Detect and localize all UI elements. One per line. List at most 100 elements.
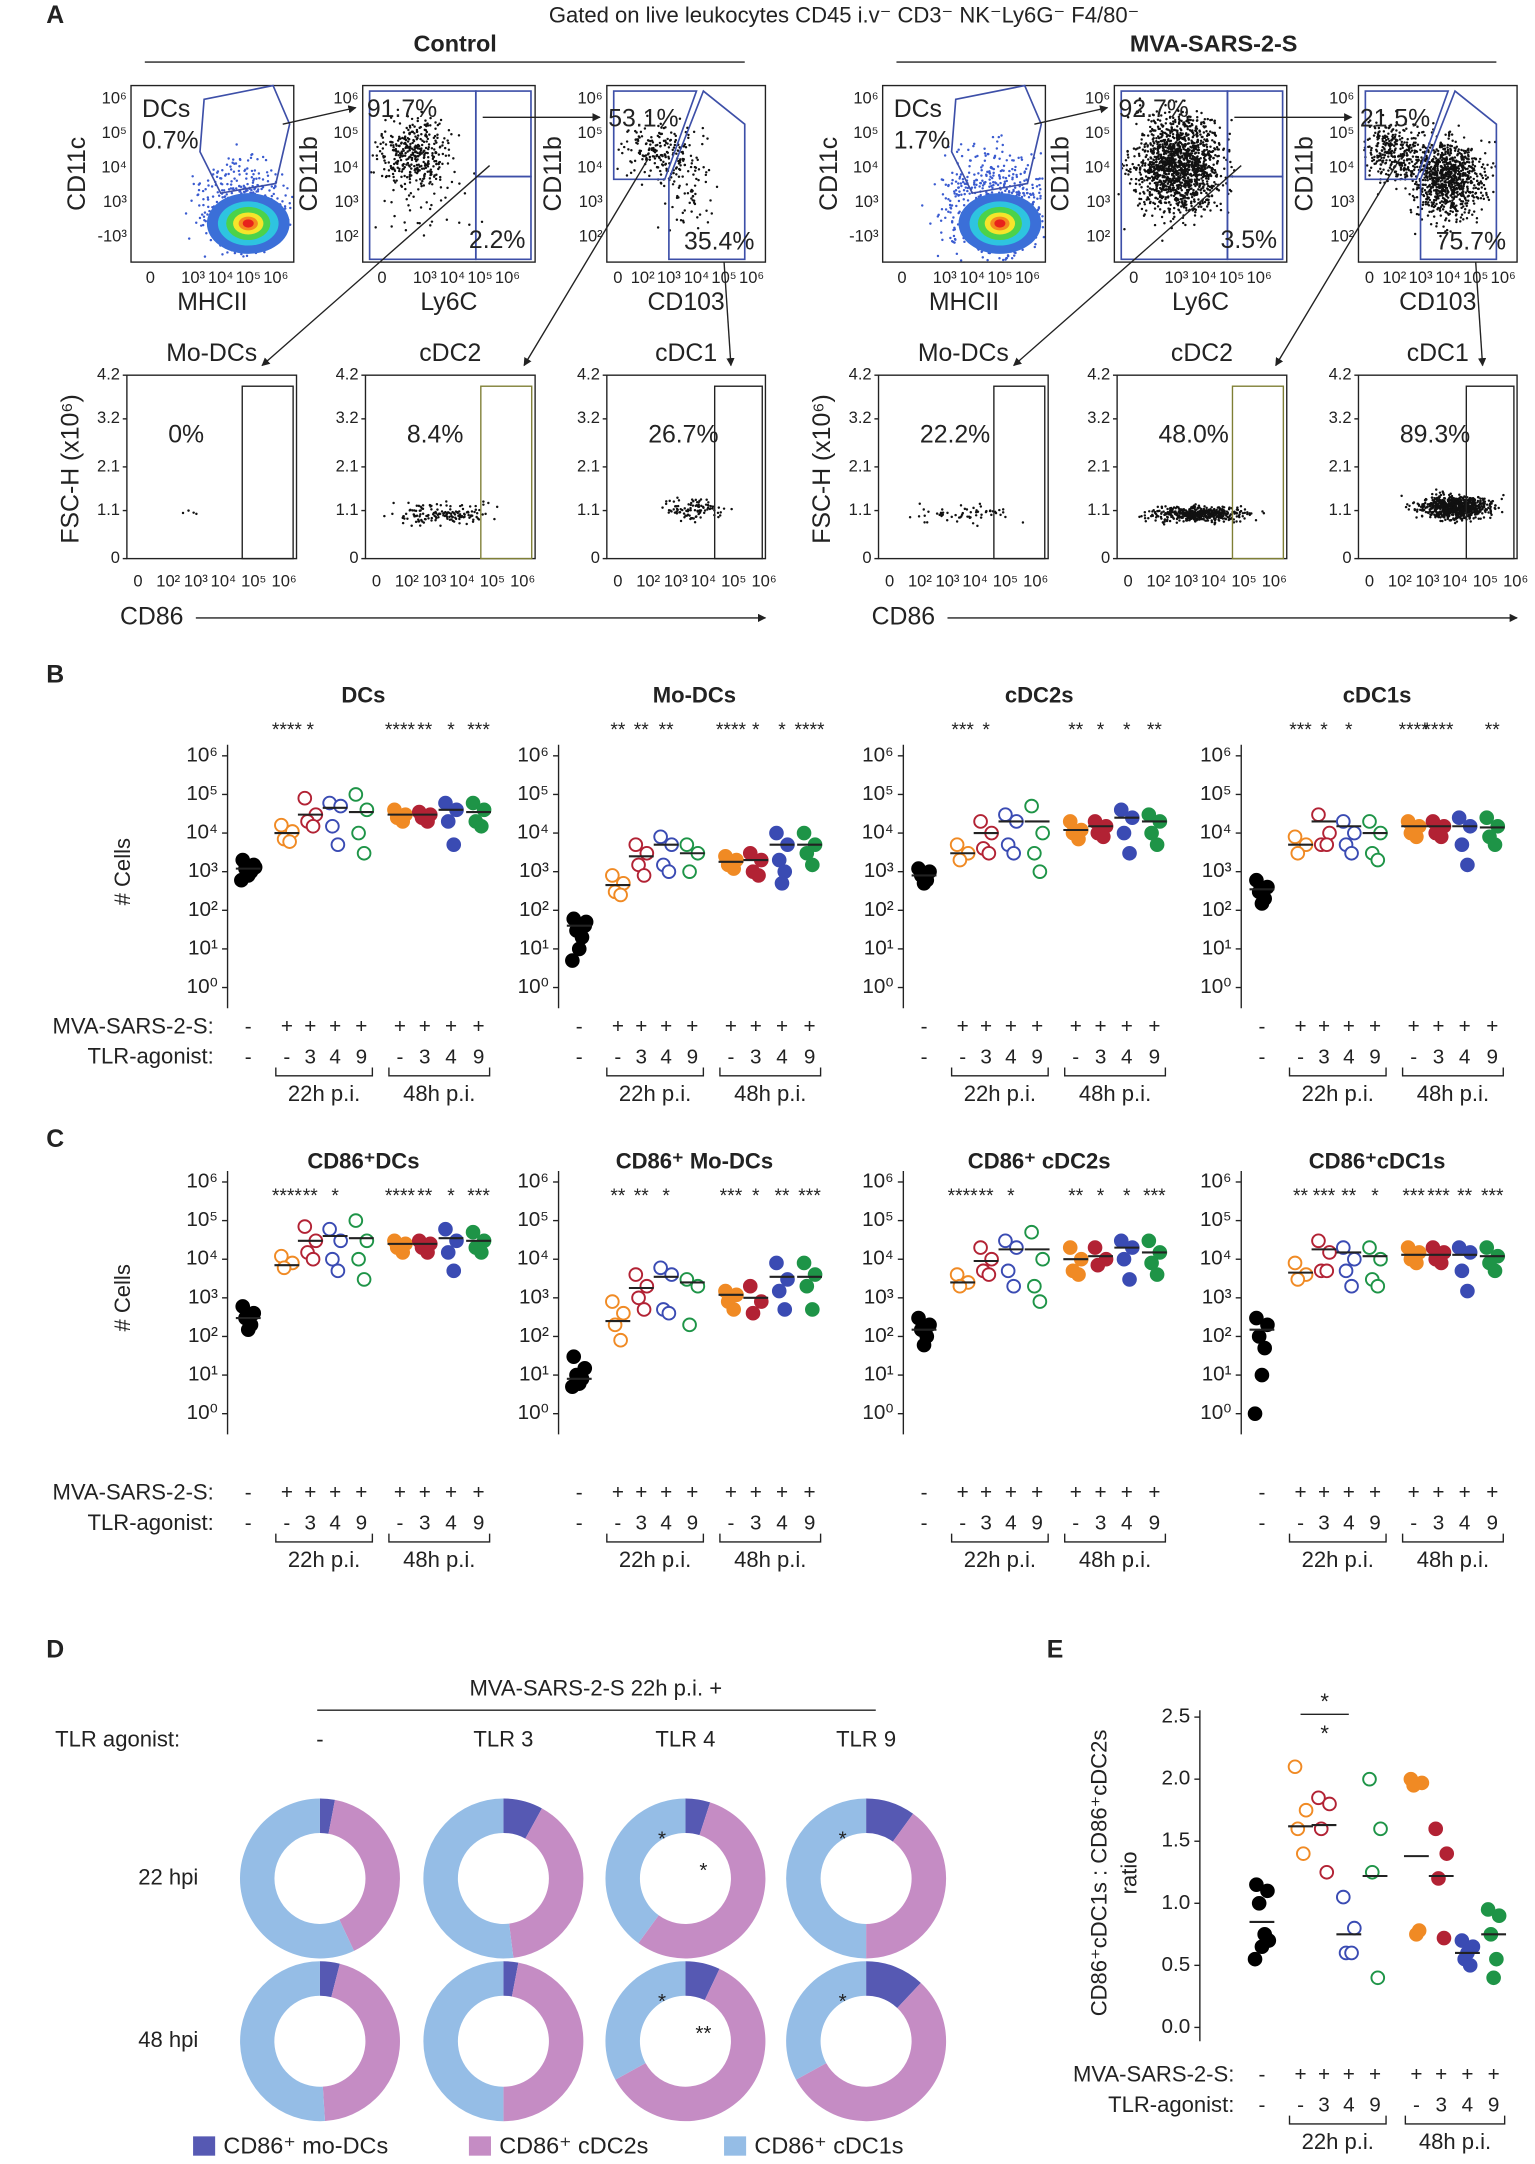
event-dot — [1160, 190, 1163, 193]
event-dot — [421, 139, 424, 142]
event-dot — [1143, 145, 1146, 149]
event-dot — [681, 157, 685, 161]
tick-label: 0 — [372, 571, 381, 590]
event-dot — [693, 184, 697, 187]
event-dot — [1187, 137, 1190, 140]
event-dot — [646, 153, 650, 156]
event-dot — [369, 171, 373, 174]
event-dot — [203, 255, 207, 258]
event-dot — [660, 126, 663, 129]
event-dot — [1168, 207, 1172, 211]
event-dot — [1126, 150, 1129, 153]
event-dot — [664, 155, 667, 159]
event-dot — [1217, 189, 1221, 192]
event-dot — [402, 149, 405, 153]
event-dot — [469, 514, 473, 517]
event-dot — [1486, 163, 1489, 167]
event-dot — [955, 192, 958, 196]
tick-label: 3.2 — [97, 408, 120, 427]
event-dot — [1380, 156, 1383, 160]
event-dot — [1441, 182, 1444, 186]
event-dot — [1144, 170, 1148, 173]
tick-label: 1.1 — [577, 500, 600, 519]
event-dot — [437, 167, 440, 171]
event-dot — [1204, 125, 1207, 128]
event-dot — [1138, 197, 1141, 201]
event-dot — [1202, 121, 1206, 125]
event-dot — [993, 181, 997, 184]
event-dot — [1460, 194, 1464, 197]
event-dot — [400, 150, 403, 153]
event-dot — [1436, 192, 1440, 195]
event-dot — [1446, 143, 1450, 147]
event-dot — [1171, 145, 1174, 148]
panel-header: Gated on live leukocytes CD45 i.v⁻ CD3⁻ … — [549, 2, 1139, 27]
event-dot — [457, 134, 461, 137]
event-dot — [1463, 211, 1466, 214]
event-dot — [667, 508, 671, 512]
event-dot — [1172, 174, 1175, 178]
event-dot — [1396, 139, 1399, 142]
tick-label: 0 — [146, 268, 155, 287]
event-dot — [1194, 210, 1197, 214]
event-dot — [1158, 208, 1162, 211]
event-dot — [432, 511, 436, 515]
event-dot — [1020, 156, 1023, 159]
event-dot — [192, 182, 196, 186]
event-dot — [412, 138, 415, 142]
event-dot — [1465, 201, 1469, 205]
event-dot — [1035, 185, 1039, 188]
event-dot — [1390, 154, 1393, 158]
event-dot — [677, 162, 681, 165]
event-dot — [261, 155, 265, 159]
event-dot — [662, 184, 666, 188]
event-dot — [1492, 190, 1495, 194]
event-dot — [717, 515, 720, 519]
event-dot — [1176, 139, 1179, 142]
event-dot — [1025, 188, 1029, 191]
event-dot — [1185, 188, 1189, 192]
event-dot — [1203, 144, 1206, 148]
event-dot — [1378, 134, 1381, 138]
event-dot — [1401, 146, 1404, 150]
event-dot — [1421, 203, 1425, 207]
event-dot — [1006, 254, 1010, 258]
event-dot — [1189, 145, 1192, 149]
event-dot — [691, 195, 695, 198]
event-dot — [458, 517, 461, 521]
event-dot — [1368, 174, 1371, 177]
event-dot — [991, 135, 995, 139]
event-dot — [1172, 186, 1176, 189]
event-dot — [683, 515, 686, 519]
event-dot — [1137, 179, 1141, 182]
event-dot — [1182, 203, 1186, 206]
event-dot — [268, 189, 271, 192]
event-dot — [235, 143, 238, 146]
event-dot — [667, 157, 671, 160]
event-dot — [450, 518, 453, 521]
event-dot — [1459, 182, 1463, 185]
event-dot — [380, 134, 383, 138]
event-dot — [473, 172, 476, 175]
event-dot — [1159, 139, 1163, 143]
event-dot — [421, 520, 424, 523]
event-dot — [1476, 182, 1480, 186]
event-dot — [433, 148, 436, 151]
event-dot — [1206, 132, 1210, 136]
event-dot — [400, 170, 404, 173]
event-dot — [1228, 148, 1231, 152]
event-dot — [206, 213, 209, 216]
event-dot — [204, 188, 207, 191]
tick-label: 1.1 — [336, 500, 359, 519]
event-dot — [410, 524, 413, 528]
event-dot — [216, 170, 220, 173]
event-dot — [415, 145, 419, 149]
event-dot — [1452, 197, 1456, 201]
event-dot — [986, 258, 989, 262]
event-dot — [1460, 152, 1463, 156]
event-dot — [1156, 143, 1159, 146]
event-dot — [702, 165, 705, 169]
event-dot — [1144, 209, 1148, 212]
event-dot — [1003, 182, 1006, 185]
